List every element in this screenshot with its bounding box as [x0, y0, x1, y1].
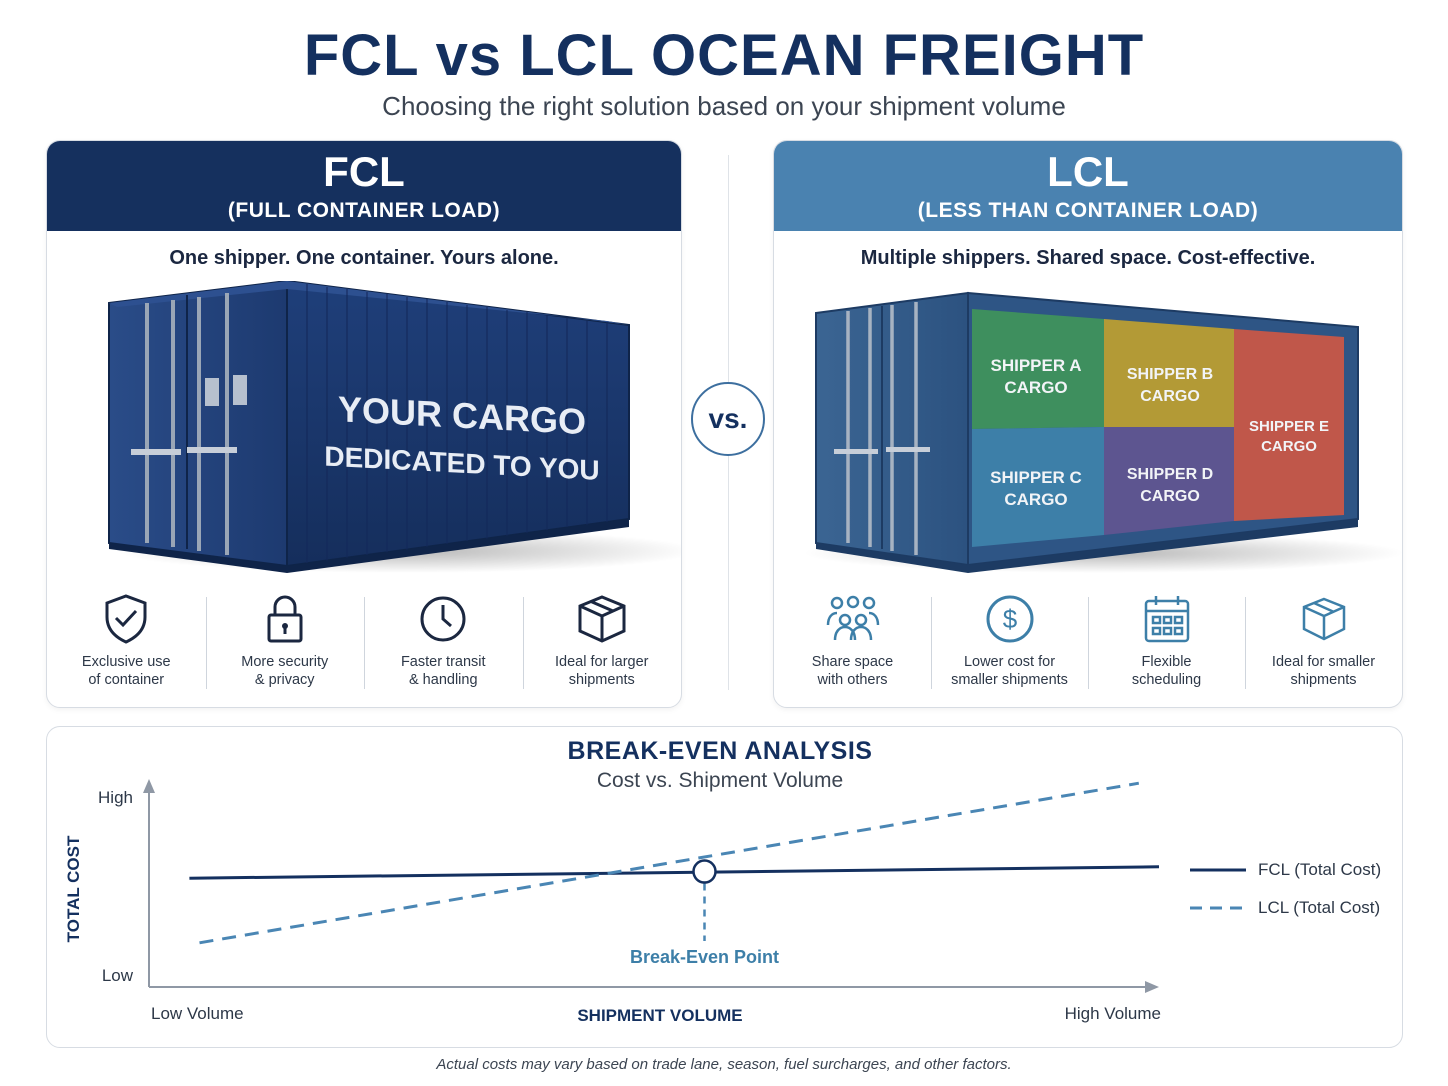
chart-subtitle: Cost vs. Shipment Volume	[596, 769, 844, 792]
feature-line: More security	[241, 654, 329, 670]
fcl-heading: FCL	[323, 148, 405, 195]
legend-label-lcl: LCL (Total Cost)	[1258, 898, 1381, 917]
series-line-fcl	[189, 865, 1160, 880]
lcl-feature-scheduling: Flexible scheduling	[1088, 593, 1245, 693]
break-even-chart: High Low Low Volume High Volume SHIPMENT VOL…	[64, 779, 1161, 1025]
clock-icon	[420, 596, 466, 642]
page-title: FCL vs LCL OCEAN FREIGHT	[303, 23, 1145, 88]
legend-item-fcl: FCL (Total Cost)	[1190, 851, 1381, 889]
cargo-label: SHIPPER D	[1127, 466, 1213, 483]
lcl-tagline: Multiple shippers. Shared space. Cost-ef…	[860, 247, 1316, 269]
break-even-chart-panel: BREAK-EVEN ANALYSIS Cost vs. Shipment Vo…	[46, 726, 1403, 1048]
lcl-full-name: (LESS THAN CONTAINER LOAD)	[917, 199, 1259, 222]
break-even-marker	[692, 859, 717, 884]
feature-line: & handling	[408, 672, 478, 688]
cargo-label: SHIPPER A	[990, 356, 1081, 375]
feature-line: shipments	[1290, 672, 1357, 688]
lcl-feature-cost: $ Lower cost for smaller shipments	[931, 593, 1088, 693]
feature-line: with others	[817, 672, 888, 688]
cargo-label: CARGO	[1261, 438, 1317, 455]
fcl-panel: FCL (FULL CONTAINER LOAD) One shipper. O…	[46, 140, 682, 708]
lcl-feature-smaller: Ideal for smaller shipments	[1245, 593, 1402, 693]
feature-line: Ideal for larger	[555, 654, 649, 670]
lcl-heading: LCL	[1047, 148, 1129, 195]
padlock-icon	[267, 595, 303, 643]
fcl-feature-larger: Ideal for larger shipments	[522, 593, 682, 693]
fcl-feature-exclusive: Exclusive use of container	[47, 593, 206, 693]
feature-line: & privacy	[254, 672, 315, 688]
feature-line: Flexible	[1141, 654, 1192, 670]
cargo-label: SHIPPER B	[1127, 366, 1213, 383]
fcl-features: Exclusive use of container More security &…	[47, 593, 681, 693]
fcl-feature-transit: Faster transit & handling	[364, 593, 523, 693]
cargo-label: CARGO	[1140, 388, 1200, 405]
cargo-label: CARGO	[1140, 488, 1200, 505]
legend-swatch-solid	[1190, 868, 1246, 872]
cargo-label: CARGO	[1004, 378, 1067, 397]
y-tick-label-low: Low	[102, 966, 134, 985]
calendar-icon	[1144, 596, 1189, 643]
svg-text:$: $	[1002, 604, 1017, 634]
feature-line: Faster transit	[400, 654, 486, 670]
feature-line: scheduling	[1131, 672, 1202, 688]
lcl-panel: LCL (LESS THAN CONTAINER LOAD) Multiple …	[773, 140, 1403, 708]
series-line-lcl	[199, 781, 1140, 945]
footnote: Actual costs may vary based on trade lan…	[436, 1056, 1012, 1073]
feature-line: of container	[88, 672, 165, 688]
fcl-header: FCL (FULL CONTAINER LOAD)	[47, 141, 681, 231]
fcl-feature-security: More security & privacy	[205, 593, 365, 693]
x-tick-label-high: High Volume	[1065, 1004, 1161, 1023]
lcl-features: Share space with others $ Lower cost for s…	[774, 593, 1402, 693]
feature-line: shipments	[568, 672, 635, 688]
fcl-full-name: (FULL CONTAINER LOAD)	[227, 199, 501, 222]
fcl-tagline: One shipper. One container. Yours alone.	[169, 247, 559, 269]
y-axis-label: TOTAL COST	[64, 835, 83, 942]
legend-label-fcl: FCL (Total Cost)	[1258, 860, 1382, 879]
dollar-coin-icon: $	[986, 595, 1033, 643]
vs-badge: vs.	[691, 382, 765, 456]
chart-title: BREAK-EVEN ANALYSIS	[567, 737, 873, 765]
feature-line: Ideal for smaller	[1271, 654, 1376, 670]
chart-legend: FCL (Total Cost) LCL (Total Cost)	[1190, 851, 1381, 927]
box-icon	[578, 595, 626, 643]
lcl-header: LCL (LESS THAN CONTAINER LOAD)	[774, 141, 1402, 231]
page-subtitle: Choosing the right solution based on you…	[382, 91, 1066, 121]
small-box-icon	[1302, 597, 1345, 641]
cargo-label: SHIPPER E	[1249, 418, 1329, 435]
lcl-container-illustration: SHIPPER A CARGO SHIPPER B CARGO SHIPPER …	[804, 291, 1402, 573]
cargo-label: SHIPPER C	[990, 468, 1082, 487]
y-tick-label-high: High	[98, 788, 133, 807]
legend-item-lcl: LCL (Total Cost)	[1190, 889, 1381, 927]
feature-line: Share space	[811, 654, 894, 670]
feature-line: smaller shipments	[951, 672, 1068, 688]
legend-swatch-dashed	[1190, 906, 1246, 910]
x-axis-label: SHIPMENT VOLUME	[577, 1006, 742, 1025]
lcl-feature-share: Share space with others	[774, 593, 931, 693]
people-icon	[826, 595, 879, 641]
y-axis-arrow	[143, 779, 155, 793]
break-even-label: Break-Even Point	[630, 947, 779, 967]
feature-line: Exclusive use	[81, 654, 171, 670]
feature-line: Lower cost for	[963, 654, 1056, 670]
shield-check-icon	[105, 594, 147, 644]
x-axis-arrow	[1145, 981, 1159, 993]
fcl-container-illustration: YOUR CARGO DEDICATED TO YOU	[108, 281, 681, 573]
cargo-label: CARGO	[1004, 490, 1067, 509]
x-tick-label-low: Low Volume	[151, 1004, 244, 1023]
